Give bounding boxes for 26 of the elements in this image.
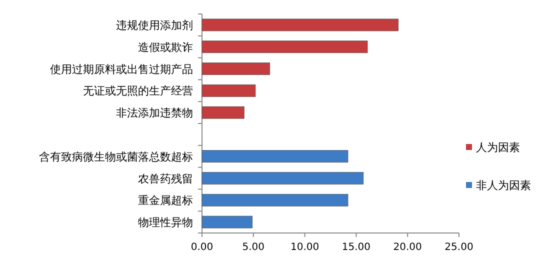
x-tick-label: 15.00 — [342, 242, 371, 253]
y-tick-label: 使用过期原料或出售过期产品 — [50, 62, 193, 76]
y-tick-label: 农兽药残留 — [138, 172, 193, 186]
y-tick-label: 重金属超标 — [138, 194, 193, 208]
y-tick-label: 违规使用添加剂 — [116, 18, 193, 32]
bar — [202, 62, 270, 75]
bar — [202, 40, 368, 54]
bar — [202, 18, 399, 32]
bar — [202, 106, 244, 119]
x-tick-label: 0.00 — [190, 242, 214, 253]
bar — [202, 172, 364, 184]
x-tick-label: 20.00 — [393, 242, 422, 253]
x-tick-label: 25.00 — [444, 242, 474, 253]
bar — [202, 84, 256, 97]
y-tick-label: 物理性异物 — [138, 216, 193, 230]
x-tick-label: 5.00 — [242, 242, 265, 253]
bar — [202, 216, 253, 228]
bar — [202, 194, 348, 206]
y-tick-label: 含有致病微生物或菌落总数超标 — [39, 150, 193, 164]
bar — [202, 150, 348, 163]
y-tick-label: 无证或无照的生产经营 — [83, 84, 193, 98]
x-tick-label: 10.00 — [290, 242, 320, 253]
legend-label: 人为因素 — [476, 141, 520, 154]
legend-label: 非人为因素 — [476, 179, 531, 192]
y-tick-label: 造假或欺诈 — [138, 40, 193, 54]
y-tick-label: 非法添加违禁物 — [116, 106, 193, 120]
